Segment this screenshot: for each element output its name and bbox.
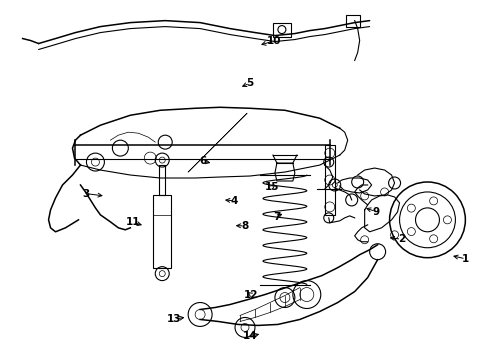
Text: 14: 14 — [243, 331, 257, 341]
Text: 2: 2 — [398, 234, 405, 244]
Text: 15: 15 — [265, 182, 279, 192]
FancyBboxPatch shape — [273, 23, 291, 37]
Text: 8: 8 — [242, 221, 248, 231]
Bar — [325, 145, 335, 215]
Text: 12: 12 — [244, 290, 259, 300]
Bar — [153, 195, 171, 268]
Text: 6: 6 — [200, 156, 207, 166]
Text: 13: 13 — [167, 314, 181, 324]
Text: 1: 1 — [462, 254, 469, 264]
Text: 9: 9 — [372, 207, 380, 217]
FancyBboxPatch shape — [346, 15, 360, 27]
Text: 10: 10 — [267, 36, 282, 46]
Text: 4: 4 — [231, 196, 238, 206]
Text: 5: 5 — [246, 78, 253, 88]
Text: 11: 11 — [125, 217, 140, 227]
Text: 7: 7 — [273, 212, 280, 221]
Text: 3: 3 — [83, 189, 90, 199]
